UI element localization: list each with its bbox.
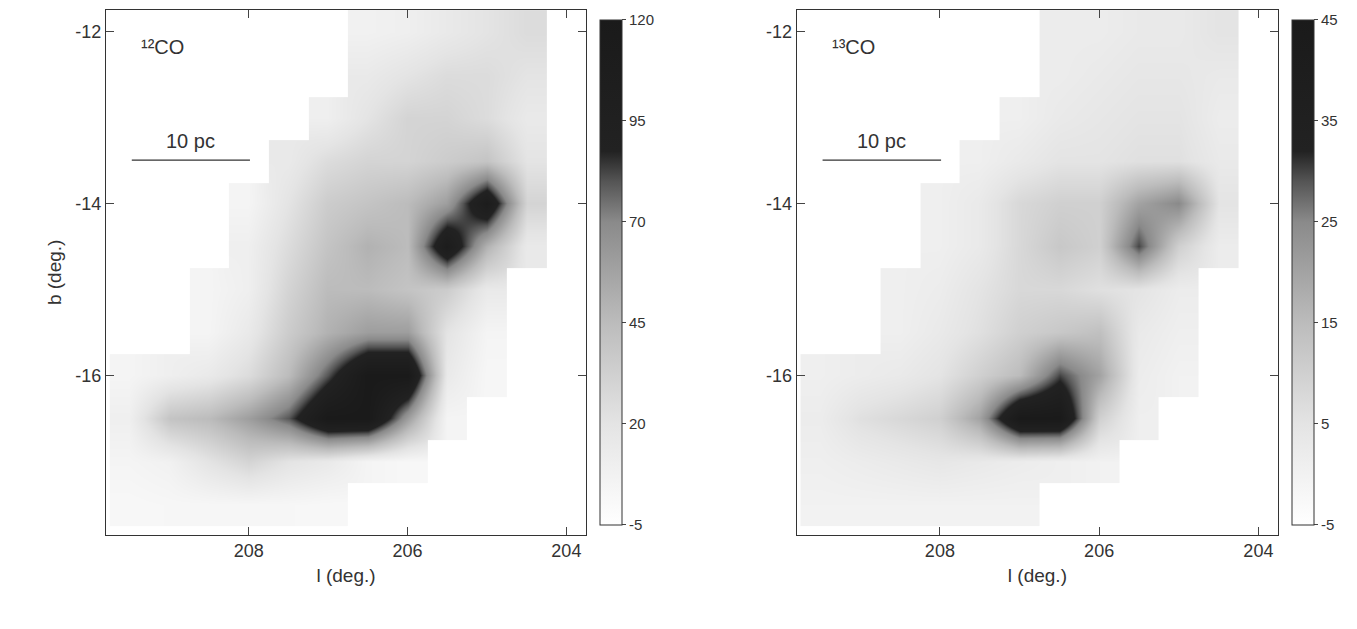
svg-text:-14: -14	[766, 194, 792, 214]
svg-text:206: 206	[1084, 541, 1114, 561]
svg-text:208: 208	[925, 541, 955, 561]
svg-text:¹³CO: ¹³CO	[832, 36, 875, 58]
svg-text:120: 120	[629, 11, 654, 28]
svg-text:-12: -12	[75, 22, 101, 42]
svg-text:45: 45	[629, 314, 646, 331]
svg-text:208: 208	[234, 541, 264, 561]
svg-text:10 pc: 10 pc	[166, 130, 215, 152]
svg-text:204: 204	[1243, 541, 1273, 561]
svg-text:204: 204	[551, 541, 581, 561]
svg-text:b (deg.): b (deg.)	[44, 240, 65, 305]
svg-text:5: 5	[1321, 415, 1329, 432]
svg-text:l (deg.): l (deg.)	[1008, 565, 1067, 586]
svg-text:206: 206	[393, 541, 423, 561]
svg-text:10 pc: 10 pc	[857, 130, 906, 152]
svg-text:20: 20	[629, 415, 646, 432]
svg-text:-16: -16	[75, 366, 101, 386]
svg-text:-14: -14	[75, 194, 101, 214]
svg-text:35: 35	[1321, 112, 1338, 129]
svg-text:15: 15	[1321, 314, 1338, 331]
svg-text:¹²CO: ¹²CO	[141, 36, 184, 58]
svg-text:l (deg.): l (deg.)	[316, 565, 375, 586]
svg-text:-5: -5	[1321, 516, 1334, 533]
svg-text:95: 95	[629, 112, 646, 129]
svg-text:-16: -16	[766, 366, 792, 386]
svg-text:45: 45	[1321, 11, 1338, 28]
svg-text:-12: -12	[766, 22, 792, 42]
svg-text:70: 70	[629, 213, 646, 230]
svg-text:25: 25	[1321, 213, 1338, 230]
svg-text:-5: -5	[629, 516, 642, 533]
